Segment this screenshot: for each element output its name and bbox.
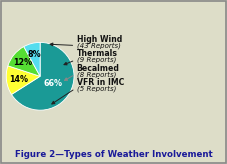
Text: Thermals: Thermals	[77, 49, 118, 58]
Wedge shape	[8, 47, 40, 76]
Wedge shape	[24, 42, 40, 76]
Text: (5 Reports): (5 Reports)	[77, 85, 116, 92]
Text: (43 Reports): (43 Reports)	[77, 42, 121, 49]
Text: Becalmed: Becalmed	[77, 64, 120, 72]
Text: 8%: 8%	[28, 51, 42, 60]
Text: High Wind: High Wind	[77, 35, 122, 44]
Wedge shape	[12, 42, 74, 110]
Text: VFR in IMC: VFR in IMC	[77, 78, 124, 87]
Text: 14%: 14%	[9, 75, 28, 83]
Text: Figure 2—Types of Weather Involvement: Figure 2—Types of Weather Involvement	[15, 150, 212, 159]
Text: 66%: 66%	[43, 79, 62, 88]
Wedge shape	[6, 66, 40, 94]
Text: (9 Reports): (9 Reports)	[77, 57, 116, 63]
Text: (8 Reports): (8 Reports)	[77, 71, 116, 78]
Text: 12%: 12%	[14, 58, 33, 67]
